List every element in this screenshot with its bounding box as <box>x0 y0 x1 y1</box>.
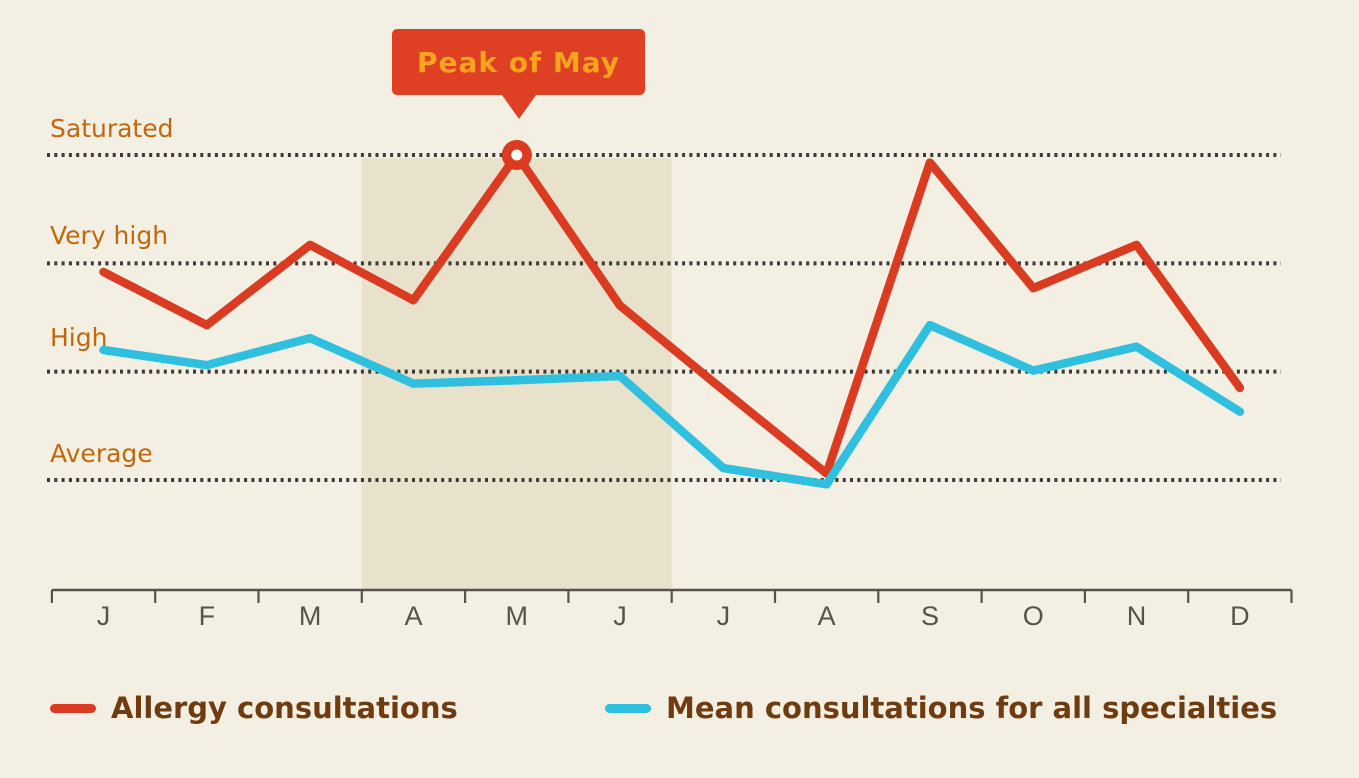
month-label-4-M: M <box>506 601 529 631</box>
mean-line-swatch <box>605 703 651 713</box>
highlight-band-apr-jun <box>361 158 672 590</box>
month-label-6-J: J <box>717 601 731 631</box>
month-label-11-D: D <box>1230 601 1250 631</box>
month-label-8-S: S <box>921 601 939 631</box>
month-label-9-O: O <box>1023 601 1044 631</box>
legend-item-allergy: Allergy consultations <box>50 690 458 726</box>
month-label-3-A: A <box>404 601 422 631</box>
mean-line <box>99 320 1245 489</box>
month-label-0-J: J <box>97 601 111 631</box>
level-label-high: High <box>50 323 108 352</box>
month-label-7-A: A <box>818 601 836 631</box>
month-label-10-N: N <box>1127 601 1147 631</box>
allergy-line <box>99 150 1245 478</box>
legend-label-mean: Mean consultations for all specialties <box>666 691 1278 725</box>
level-label-very-high: Very high <box>50 221 169 250</box>
month-label-1-F: F <box>199 601 216 631</box>
allergy-line-swatch <box>50 703 96 713</box>
level-label-average: Average <box>50 439 153 468</box>
peak-of-may-callout: Peak of May <box>392 29 645 119</box>
month-label-2-M: M <box>299 601 322 631</box>
level-label-saturated: Saturated <box>50 114 174 143</box>
peak-marker-hole <box>511 149 523 161</box>
legend-label-allergy: Allergy consultations <box>111 691 458 725</box>
legend-item-mean: Mean consultations for all specialties <box>605 690 1277 726</box>
peak-of-may-label: Peak of May <box>416 45 621 79</box>
month-label-5-J: J <box>613 601 627 631</box>
